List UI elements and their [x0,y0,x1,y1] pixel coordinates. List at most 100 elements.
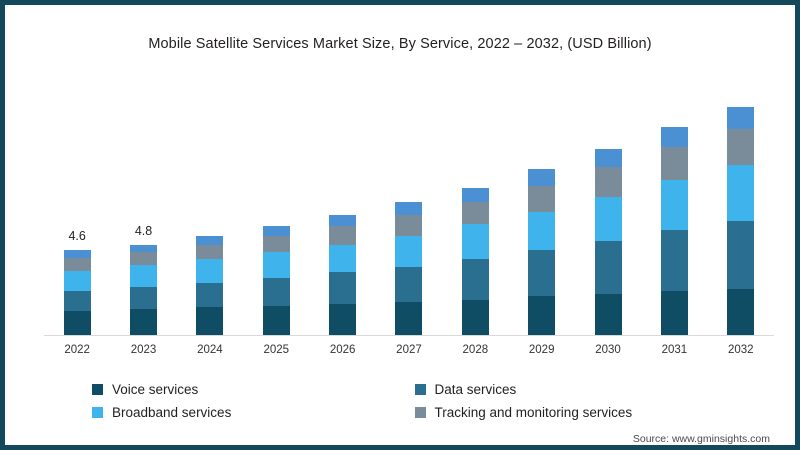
bar-segment[interactable] [130,252,158,265]
bar-segment[interactable] [329,272,357,304]
legend-swatch-icon [92,384,103,395]
x-axis-tick: 2027 [396,344,422,356]
bar-segment[interactable] [660,229,688,291]
bar-segment[interactable] [63,250,91,258]
x-axis-tick: 2024 [197,344,223,356]
stacked-bar[interactable] [594,148,622,335]
bar-segment[interactable] [660,126,688,148]
bar-segment[interactable] [63,270,91,291]
bar-slot [243,78,309,335]
bar-segment[interactable] [63,290,91,312]
bar-segment[interactable] [395,235,423,267]
stacked-bar[interactable]: 4.6 [63,229,91,335]
x-axis-tick: 2022 [64,344,90,356]
bar-segment[interactable] [461,187,489,203]
bar-segment[interactable] [262,226,290,236]
bar-segment[interactable] [130,309,158,335]
bar-segment[interactable] [63,311,91,335]
bar-segment[interactable] [528,296,556,335]
bar-segment[interactable] [196,244,224,260]
bar-segment[interactable] [727,165,755,221]
x-axis-tick-labels: 2022 2023 2024 2025 2026 2027 2028 2029 2030 2031… [44,344,774,356]
bar-value-label: 4.8 [134,223,153,238]
bar-slot: 4.8 [110,78,176,335]
x-axis-tick: 2025 [263,344,290,356]
chart-canvas: Mobile Satellite Services Market Size, B… [5,5,795,445]
x-axis-tick: 2023 [130,344,157,356]
bar-segment[interactable] [727,128,755,166]
bar-segment[interactable] [262,235,290,253]
bar-segment[interactable] [727,220,755,289]
bar-segment[interactable] [461,202,489,225]
bar-segment[interactable] [196,235,224,245]
x-axis-tick: 2031 [661,344,688,356]
bar-segment[interactable] [594,167,622,197]
legend-item-label: Broadband services [112,405,232,420]
stacked-bar[interactable] [262,226,290,335]
bar-slot [708,78,774,335]
bar-segment[interactable] [461,259,489,300]
bar-segment[interactable] [130,287,158,310]
bar-slot [509,78,575,335]
bar-segment[interactable] [594,196,622,242]
bar-segment[interactable] [196,283,224,308]
plot-area: 4.6 4.8 [44,78,774,336]
bar-segment[interactable] [329,244,357,273]
legend-item[interactable]: Data services [414,378,738,401]
bar-segment[interactable] [395,202,423,216]
legend-item[interactable]: Broadband services [92,401,415,424]
bar-slot [575,78,641,335]
bar-slot: 4.6 [44,78,110,335]
legend-item-label: Data services [434,382,517,397]
bar-segment[interactable] [660,290,688,335]
legend-item[interactable]: Voice services [92,378,415,401]
bar-segment[interactable] [594,294,622,335]
bar-segment[interactable] [63,257,91,271]
chart-legend: Voice services Data services Broadband ser… [92,378,737,424]
stacked-bar[interactable] [461,187,489,335]
bar-segment[interactable] [528,211,556,251]
bar-segment[interactable] [528,250,556,297]
bar-segment[interactable] [461,224,489,260]
bar-segment[interactable] [395,215,423,236]
bar-segment[interactable] [727,106,755,129]
legend-swatch-icon [414,407,426,418]
x-axis-tick: 2026 [329,344,356,356]
bar-segment[interactable] [660,180,688,230]
legend-item[interactable]: Tracking and monitoring services [414,401,738,424]
bar-segment[interactable] [329,303,357,335]
bar-group: 4.6 4.8 [44,78,774,335]
bar-segment[interactable] [528,169,556,186]
bar-segment[interactable] [262,277,290,306]
bar-segment[interactable] [660,147,688,181]
bar-segment[interactable] [395,301,423,335]
x-axis-tick: 2028 [462,344,489,356]
stacked-bar[interactable] [395,202,423,335]
bar-segment[interactable] [196,307,224,335]
bar-slot [309,78,375,335]
bar-segment[interactable] [395,266,423,302]
bar-segment[interactable] [594,148,622,168]
stacked-bar[interactable]: 4.8 [130,224,158,335]
bar-segment[interactable] [329,226,357,245]
bar-segment[interactable] [727,288,755,335]
bar-segment[interactable] [528,185,556,212]
bar-segment[interactable] [262,252,290,278]
stacked-bar[interactable] [660,126,688,335]
bar-segment[interactable] [130,244,158,253]
bar-segment[interactable] [329,215,357,227]
x-axis-tick: 2032 [727,344,754,356]
bar-segment[interactable] [196,259,224,284]
stacked-bar[interactable] [329,215,357,335]
stacked-bar[interactable] [196,235,224,335]
bar-slot [442,78,508,335]
bar-segment[interactable] [262,305,290,335]
stacked-bar[interactable] [528,169,556,335]
stacked-bar[interactable] [727,106,755,335]
legend-swatch-icon [92,407,103,418]
bar-segment[interactable] [594,241,622,295]
bar-segment[interactable] [130,264,158,288]
bar-segment[interactable] [461,300,489,335]
legend-item-label: Tracking and monitoring services [434,405,633,420]
